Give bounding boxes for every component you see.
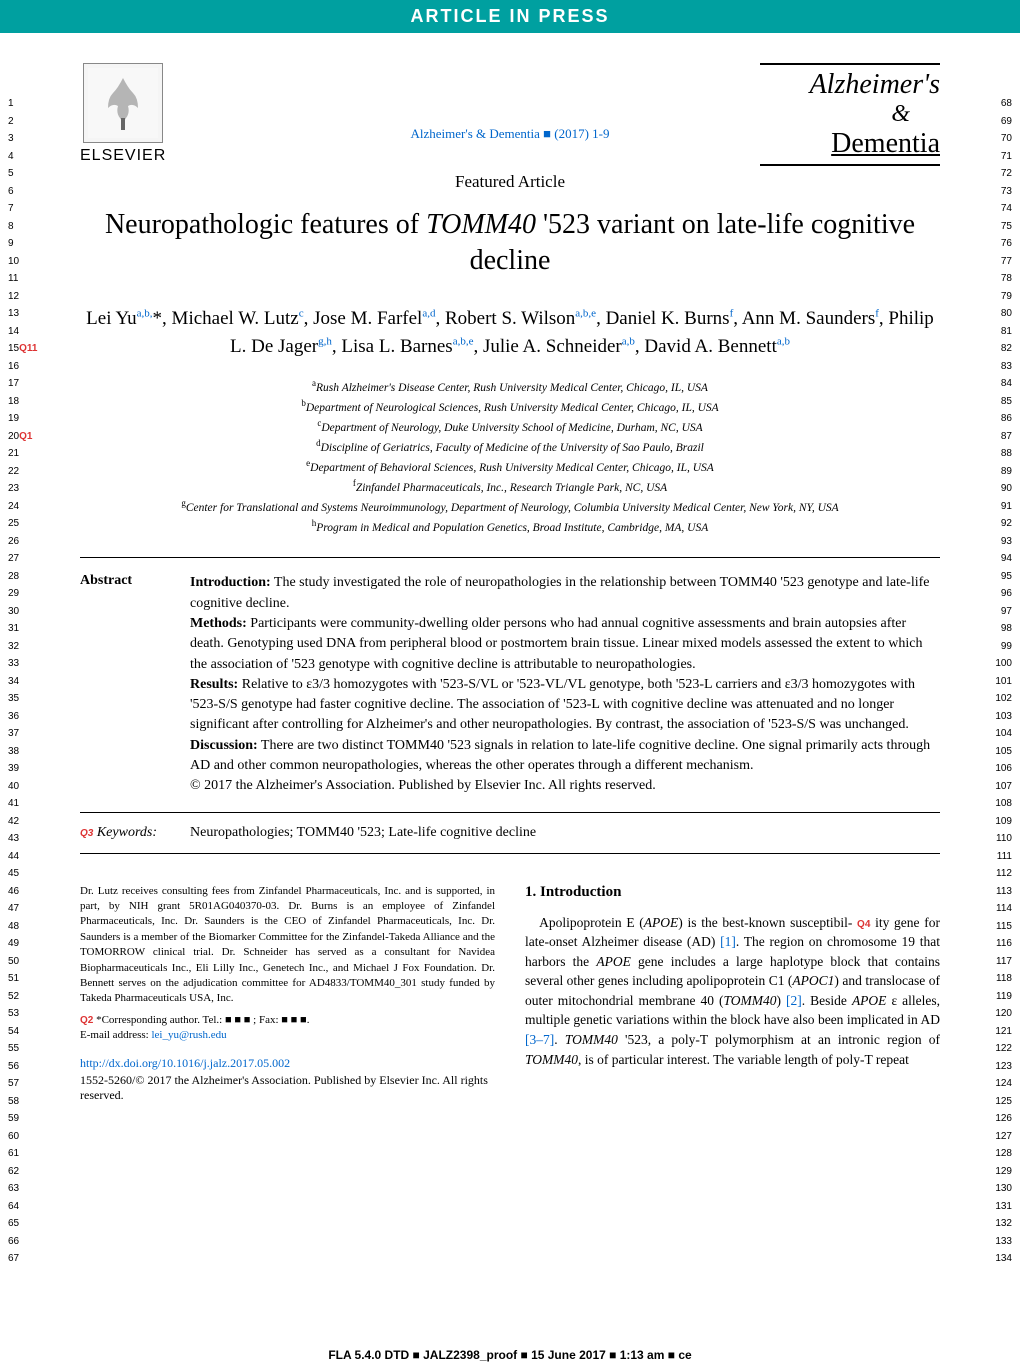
title-pre: Neuropathologic features of — [105, 209, 426, 240]
abstract-methods-label: Methods: — [190, 616, 247, 631]
keywords-label-text: Keywords: — [97, 825, 157, 840]
journal-name-line2: Dementia — [760, 128, 940, 160]
line-numbers-right: 6869707172737475767778798081828384858687… — [995, 95, 1012, 1268]
author-list: Lei Yua,b,*, Michael W. Lutzc, Jose M. F… — [80, 305, 940, 362]
doi-link[interactable]: http://dx.doi.org/10.1016/j.jalz.2017.05… — [80, 1056, 495, 1071]
corresponding-author: *Corresponding author. Tel.: ■ ■ ■ ; Fax… — [96, 1014, 309, 1026]
abstract-section: Abstract Introduction: The study investi… — [80, 557, 940, 812]
abstract-results-label: Results: — [190, 677, 238, 692]
disclosure-text: Dr. Lutz receives consulting fees from Z… — [80, 884, 495, 1007]
article-in-press-banner: ARTICLE IN PRESS — [0, 0, 1020, 33]
abstract-discussion-label: Discussion: — [190, 738, 258, 753]
abstract-methods-text: Participants were community-dwelling old… — [190, 616, 923, 672]
keywords-text: Neuropathologies; TOMM40 '523; Late-life… — [190, 825, 536, 841]
query-q3: Q3 — [80, 828, 93, 839]
abstract-intro-text: The study investigated the role of neuro… — [190, 575, 929, 610]
elsevier-tree-icon — [83, 63, 163, 143]
title-post: '523 variant on late-life cognitive decl… — [470, 209, 915, 276]
keywords-label: Q3 Keywords: — [80, 825, 190, 841]
email-label: E-mail address: — [80, 1029, 151, 1041]
publisher-logo-block: ELSEVIER — [80, 63, 166, 165]
intro-heading: 1. Introduction — [525, 884, 940, 901]
abstract-label: Abstract — [80, 573, 190, 796]
abstract-body: Introduction: The study investigated the… — [190, 573, 940, 796]
article-title: Neuropathologic features of TOMM40 '523 … — [80, 207, 940, 280]
journal-ampersand: & — [891, 101, 910, 127]
publisher-name: ELSEVIER — [80, 147, 166, 165]
issn-copyright: 1552-5260/© 2017 the Alzheimer's Associa… — [80, 1073, 495, 1103]
abstract-discussion-text: There are two distinct TOMM40 '523 signa… — [190, 738, 930, 773]
line-numbers-left: 123456789101112131415Q111617181920Q12122… — [8, 95, 37, 1268]
article-type: Featured Article — [80, 172, 940, 192]
journal-name-line1: Alzheimer's — [760, 69, 940, 101]
query-q2: Q2 — [80, 1015, 93, 1026]
email-link[interactable]: lei_yu@rush.edu — [151, 1029, 226, 1041]
intro-body: Apolipoprotein E (APOE) is the best-know… — [525, 913, 940, 1070]
abstract-copyright: © 2017 the Alzheimer's Association. Publ… — [190, 778, 656, 793]
abstract-results-text: Relative to ε3/3 homozygotes with '523-S… — [190, 677, 915, 733]
footer-proof-info: FLA 5.4.0 DTD ■ JALZ2398_proof ■ 15 June… — [0, 1348, 1020, 1362]
title-gene: TOMM40 — [426, 209, 536, 240]
abstract-intro-label: Introduction: — [190, 575, 271, 590]
journal-logo: Alzheimer's & Dementia — [760, 63, 940, 166]
affiliations: aRush Alzheimer's Disease Center, Rush U… — [80, 377, 940, 538]
keywords-section: Q3 Keywords: Neuropathologies; TOMM40 '5… — [80, 813, 940, 854]
